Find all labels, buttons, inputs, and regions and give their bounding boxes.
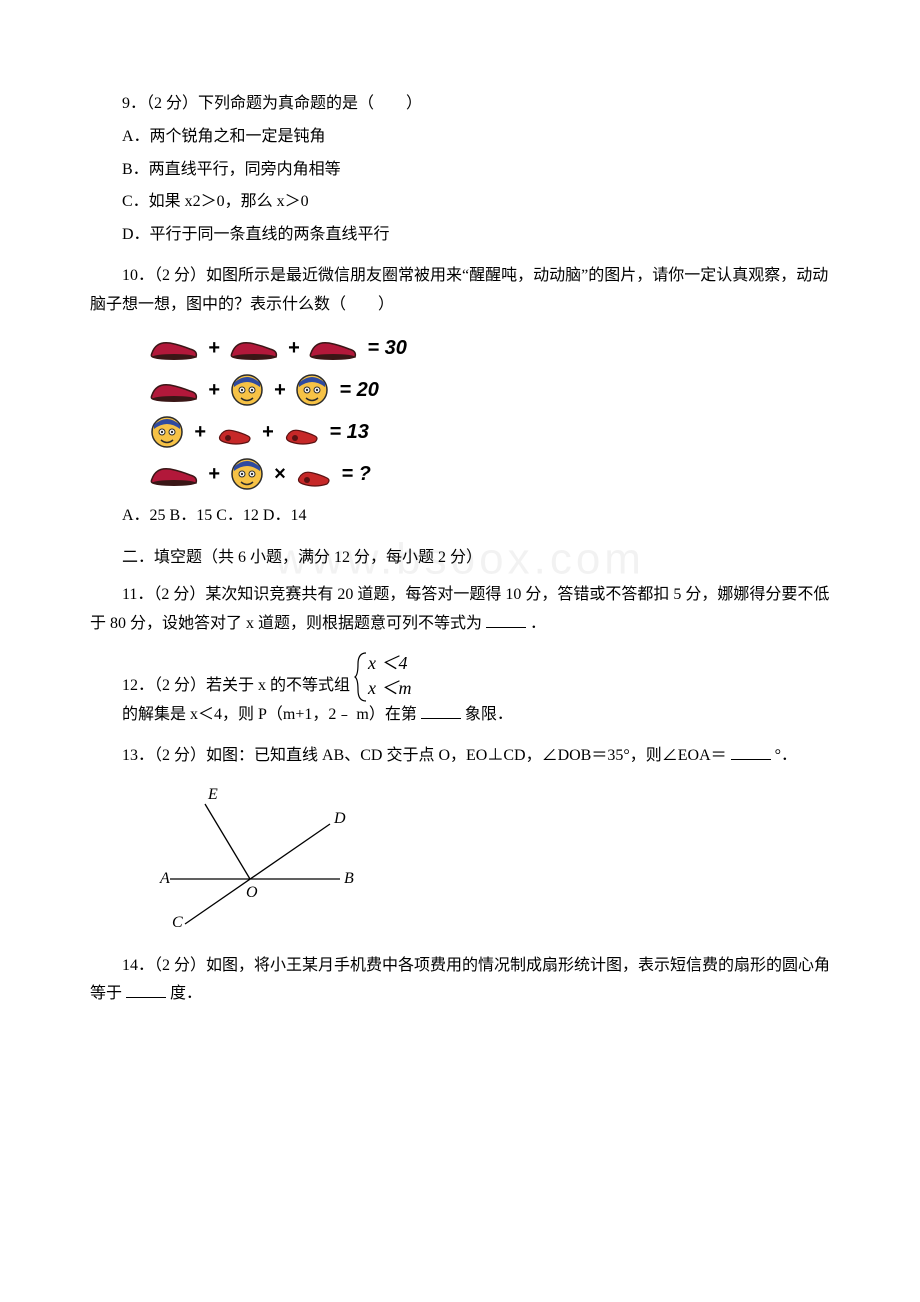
- equals-result: = 13: [329, 414, 368, 450]
- q10-puzzle-figure: + + = 30 + + = 20 + + = 13 +: [150, 330, 830, 492]
- equals-result: = ?: [341, 456, 370, 492]
- ineq-line-1: x ＜4: [368, 651, 412, 676]
- q14-stem-after: 度．: [170, 985, 202, 1002]
- shoe-icon: [150, 377, 198, 403]
- puzzle-row-4: + × = ?: [150, 456, 830, 492]
- person-icon: [230, 373, 264, 407]
- puzzle-row-1: + + = 30: [150, 330, 830, 366]
- blank-fill: [731, 744, 771, 760]
- whistle-icon: [216, 422, 252, 442]
- shoe-icon: [150, 335, 198, 361]
- q12-tail-before: 的解集是 x＜4，则 P（m+1，2﹣ m）在第: [122, 706, 417, 723]
- label-D: D: [333, 810, 346, 827]
- plus-sign: +: [208, 456, 220, 492]
- q12-lead: 12．（2 分）若关于 x 的不等式组: [90, 672, 350, 701]
- equals-result: = 20: [339, 372, 378, 408]
- shoe-icon: [230, 335, 278, 361]
- inequality-system: x ＜4 x ＜m: [354, 651, 412, 701]
- section-2-header: 二．填空题（共 6 小题，满分 12 分，每小题 2 分） www.bsoox.…: [90, 544, 830, 573]
- plus-sign: +: [274, 372, 286, 408]
- plus-sign: +: [208, 372, 220, 408]
- q11-stem-after: ．: [530, 615, 546, 632]
- q13-stem-after: °．: [775, 747, 797, 764]
- plus-sign: +: [262, 414, 274, 450]
- whistle-icon: [283, 422, 319, 442]
- label-O: O: [246, 884, 258, 901]
- equals-result: = 30: [367, 330, 406, 366]
- blank-fill: [486, 612, 526, 628]
- question-10: 10．（2 分）如图所示是最近微信朋友圈常被用来“醒醒吨，动动脑”的图片，请你一…: [90, 262, 830, 530]
- person-icon: [295, 373, 329, 407]
- plus-sign: +: [194, 414, 206, 450]
- q12-tail-after: 象限．: [465, 706, 513, 723]
- q9-option-d: D．平行于同一条直线的两条直线平行: [90, 221, 830, 250]
- label-B: B: [344, 870, 354, 887]
- q10-stem: 10．（2 分）如图所示是最近微信朋友圈常被用来“醒醒吨，动动脑”的图片，请你一…: [90, 262, 830, 320]
- shoe-icon: [150, 461, 198, 487]
- plus-sign: +: [288, 330, 300, 366]
- puzzle-row-2: + + = 20: [150, 372, 830, 408]
- person-icon: [230, 457, 264, 491]
- blank-fill: [421, 703, 461, 719]
- label-E: E: [207, 786, 218, 803]
- q13-stem-before: 13．（2 分）如图：已知直线 AB、CD 交于点 O，EO⊥CD，∠DOB＝3…: [122, 747, 727, 764]
- question-11: 11．（2 分）某次知识竞赛共有 20 道题，每答对一题得 10 分，答错或不答…: [90, 581, 830, 639]
- q11-stem-before: 11．（2 分）某次知识竞赛共有 20 道题，每答对一题得 10 分，答错或不答…: [90, 586, 829, 632]
- question-9: 9．（2 分）下列命题为真命题的是（ ） A．两个锐角之和一定是钝角 B．两直线…: [90, 90, 830, 250]
- q9-option-a: A．两个锐角之和一定是钝角: [90, 123, 830, 152]
- question-12: 12．（2 分）若关于 x 的不等式组 x ＜4 x ＜m 的解集是 x＜4，则…: [90, 651, 830, 730]
- puzzle-row-3: + + = 13: [150, 414, 830, 450]
- times-sign: ×: [274, 456, 286, 492]
- q13-figure: E D A O B C: [150, 779, 830, 940]
- whistle-icon: [295, 464, 331, 484]
- shoe-icon: [309, 335, 357, 361]
- question-14: 14．（2 分）如图，将小王某月手机费中各项费用的情况制成扇形统计图，表示短信费…: [90, 952, 830, 1010]
- label-A: A: [159, 870, 170, 887]
- q13-stem: 13．（2 分）如图：已知直线 AB、CD 交于点 O，EO⊥CD，∠DOB＝3…: [90, 742, 830, 771]
- brace-icon: [354, 651, 368, 703]
- q10-options: A．25 B．15 C．12 D．14: [90, 502, 830, 531]
- q11-stem: 11．（2 分）某次知识竞赛共有 20 道题，每答对一题得 10 分，答错或不答…: [90, 581, 830, 639]
- plus-sign: +: [208, 330, 220, 366]
- ineq-line-2: x ＜m: [368, 676, 412, 701]
- label-C: C: [172, 914, 183, 929]
- q12-tail: 的解集是 x＜4，则 P（m+1，2﹣ m）在第 象限．: [90, 701, 830, 730]
- q9-option-c: C．如果 x2＞0，那么 x＞0: [90, 188, 830, 217]
- q14-stem: 14．（2 分）如图，将小王某月手机费中各项费用的情况制成扇形统计图，表示短信费…: [90, 952, 830, 1010]
- person-icon: [150, 415, 184, 449]
- q9-option-b: B．两直线平行，同旁内角相等: [90, 156, 830, 185]
- section-2-title: 二．填空题（共 6 小题，满分 12 分，每小题 2 分）: [90, 544, 830, 573]
- blank-fill: [126, 982, 166, 998]
- question-13: 13．（2 分）如图：已知直线 AB、CD 交于点 O，EO⊥CD，∠DOB＝3…: [90, 742, 830, 940]
- q9-stem: 9．（2 分）下列命题为真命题的是（ ）: [90, 90, 830, 119]
